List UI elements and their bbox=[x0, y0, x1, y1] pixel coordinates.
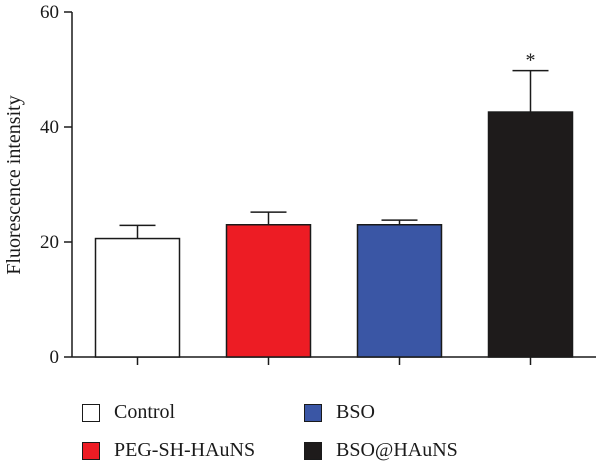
legend-label: BSO bbox=[336, 401, 375, 423]
y-tick-label: 40 bbox=[40, 117, 59, 138]
bar-control bbox=[94, 237, 181, 358]
legend-item: BSO@HAuNS bbox=[304, 439, 458, 462]
y-tick-label: 60 bbox=[40, 2, 59, 23]
x-axis bbox=[72, 356, 596, 365]
legend-label: PEG-SH-HAuNS bbox=[114, 439, 256, 461]
legend-swatch bbox=[82, 441, 100, 460]
y-axis: 0 20 40 60 bbox=[40, 2, 73, 368]
bar-bso bbox=[356, 224, 443, 358]
legend-swatch bbox=[82, 403, 100, 422]
y-tick-label: 0 bbox=[50, 347, 60, 368]
legend-item: Control bbox=[82, 401, 175, 424]
legend: Control PEG-SH-HAuNS BSO BSO@HAuNS bbox=[82, 393, 562, 463]
legend-item: BSO bbox=[304, 401, 375, 424]
y-axis-title: Fluorescence intensity bbox=[3, 95, 25, 274]
bar-chart: 0 20 40 60 * Fluorescence intensity bbox=[3, 2, 596, 368]
annotations: * bbox=[526, 50, 536, 72]
significance-marker: * bbox=[526, 50, 536, 72]
legend-swatch bbox=[304, 403, 322, 422]
y-tick-label: 20 bbox=[40, 232, 59, 253]
legend-label: Control bbox=[114, 401, 176, 423]
bar-bso-hauns bbox=[487, 111, 574, 358]
bar-peg-sh-hauns bbox=[225, 224, 312, 358]
legend-item: PEG-SH-HAuNS bbox=[82, 439, 255, 462]
legend-swatch bbox=[304, 441, 322, 460]
bars bbox=[94, 69, 574, 358]
legend-label: BSO@HAuNS bbox=[336, 439, 458, 461]
